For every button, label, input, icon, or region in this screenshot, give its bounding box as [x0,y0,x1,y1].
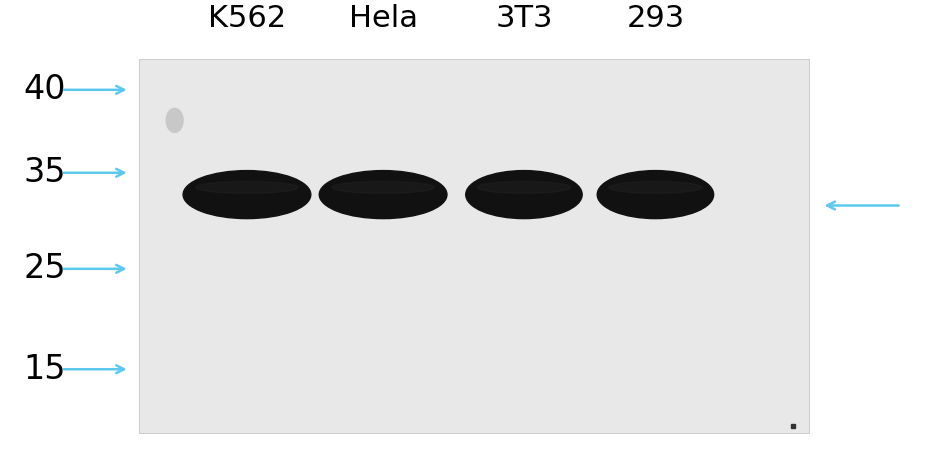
Ellipse shape [608,181,702,194]
Ellipse shape [183,171,311,219]
Ellipse shape [477,181,571,194]
Ellipse shape [466,171,582,219]
Text: 40: 40 [23,73,66,106]
Text: 25: 25 [23,252,66,285]
Ellipse shape [597,171,714,219]
Ellipse shape [166,108,183,132]
Text: 15: 15 [23,353,66,386]
FancyBboxPatch shape [139,59,809,432]
Text: 3T3: 3T3 [495,4,553,33]
Text: 293: 293 [626,4,685,33]
Text: 35: 35 [23,156,66,189]
Ellipse shape [319,171,447,219]
Text: Hela: Hela [348,4,418,33]
Text: K562: K562 [208,4,286,33]
Ellipse shape [196,181,298,194]
Ellipse shape [332,181,434,194]
